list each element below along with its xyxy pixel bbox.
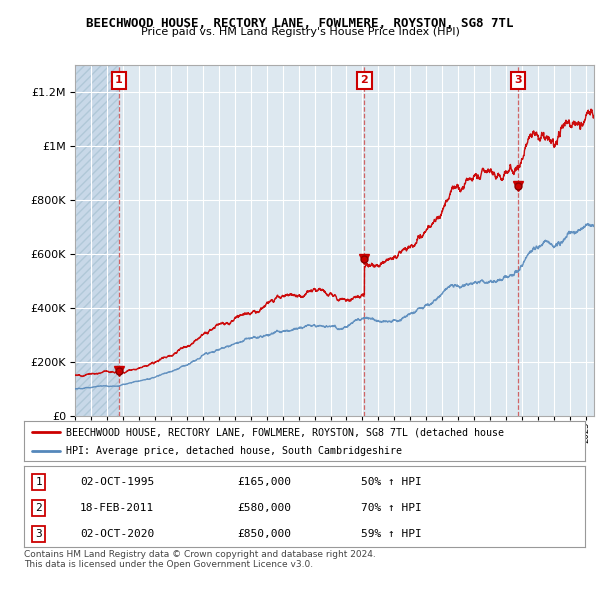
Text: £850,000: £850,000 (237, 529, 291, 539)
Text: 59% ↑ HPI: 59% ↑ HPI (361, 529, 421, 539)
Text: Price paid vs. HM Land Registry's House Price Index (HPI): Price paid vs. HM Land Registry's House … (140, 27, 460, 37)
Text: 3: 3 (35, 529, 42, 539)
Text: 2: 2 (35, 503, 42, 513)
Text: £580,000: £580,000 (237, 503, 291, 513)
Text: 1: 1 (35, 477, 42, 487)
Text: Contains HM Land Registry data © Crown copyright and database right 2024.
This d: Contains HM Land Registry data © Crown c… (24, 550, 376, 569)
Text: 02-OCT-2020: 02-OCT-2020 (80, 529, 154, 539)
Text: 70% ↑ HPI: 70% ↑ HPI (361, 503, 421, 513)
Text: 02-OCT-1995: 02-OCT-1995 (80, 477, 154, 487)
Text: 1: 1 (115, 76, 123, 86)
Text: 18-FEB-2011: 18-FEB-2011 (80, 503, 154, 513)
Text: 50% ↑ HPI: 50% ↑ HPI (361, 477, 421, 487)
Bar (75, 65, 119, 416)
Text: £165,000: £165,000 (237, 477, 291, 487)
Text: 3: 3 (514, 76, 522, 86)
Text: BEECHWOOD HOUSE, RECTORY LANE, FOWLMERE, ROYSTON, SG8 7TL: BEECHWOOD HOUSE, RECTORY LANE, FOWLMERE,… (86, 17, 514, 30)
Text: HPI: Average price, detached house, South Cambridgeshire: HPI: Average price, detached house, Sout… (66, 447, 402, 456)
Text: 2: 2 (361, 76, 368, 86)
Text: BEECHWOOD HOUSE, RECTORY LANE, FOWLMERE, ROYSTON, SG8 7TL (detached house: BEECHWOOD HOUSE, RECTORY LANE, FOWLMERE,… (66, 428, 504, 438)
